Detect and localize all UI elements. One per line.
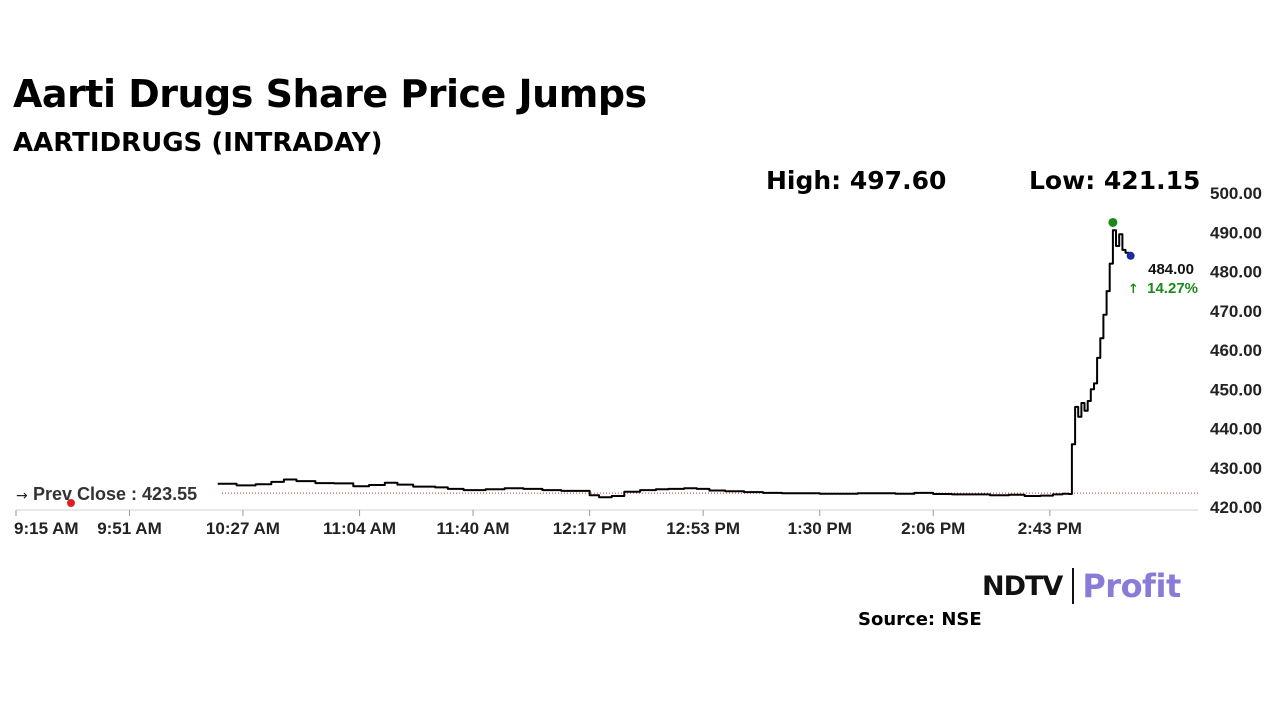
logo-divider [1072, 568, 1075, 604]
x-tick-label: 9:51 AM [97, 519, 162, 538]
x-tick-label: 12:17 PM [553, 519, 627, 538]
y-tick-label: 490.00 [1210, 223, 1262, 242]
logo-ndtv-text: NDTV [982, 570, 1063, 602]
price-line [217, 229, 1130, 499]
change-percent-label: 14.27% [1147, 280, 1198, 297]
chart-subtitle: AARTIDRUGS (INTRADAY) [13, 128, 383, 158]
y-tick-label: 430.00 [1210, 459, 1262, 478]
last-price-label: 484.00 [1148, 261, 1194, 278]
last-price-marker [1126, 251, 1135, 260]
x-tick-label: 11:40 AM [437, 519, 510, 538]
y-tick-label: 450.00 [1210, 380, 1262, 399]
prev-close-marker [67, 499, 75, 507]
x-tick-label: 1:30 PM [788, 519, 852, 538]
day-high-marker [1108, 217, 1118, 227]
change-arrow-icon: ↑ [1128, 282, 1139, 297]
chart-title: Aarti Drugs Share Price Jumps [13, 72, 647, 116]
y-tick-label: 500.00 [1210, 184, 1262, 203]
y-tick-label: 470.00 [1210, 302, 1262, 321]
y-tick-label: 420.00 [1210, 498, 1262, 517]
x-tick-label: 2:43 PM [1018, 519, 1082, 538]
ndtv-profit-logo: NDTV Profit [982, 566, 1181, 606]
prev-close-icon: → [16, 488, 28, 504]
prev-close-label: Prev Close : 423.55 [33, 484, 197, 504]
x-tick-label: 12:53 PM [666, 519, 740, 538]
logo-profit-text: Profit [1082, 567, 1181, 605]
y-tick-label: 480.00 [1210, 263, 1262, 282]
y-tick-label: 440.00 [1210, 420, 1262, 439]
x-tick-label: 2:06 PM [901, 519, 965, 538]
low-stat: Low: 421.15 [1029, 166, 1201, 195]
x-tick-label: 10:27 AM [206, 519, 280, 538]
x-tick-label: 11:04 AM [323, 519, 396, 538]
source-note: Source: NSE [858, 609, 982, 630]
high-stat: High: 497.60 [766, 166, 947, 195]
y-tick-label: 460.00 [1210, 341, 1262, 360]
x-tick-label: 9:15 AM [14, 519, 79, 538]
